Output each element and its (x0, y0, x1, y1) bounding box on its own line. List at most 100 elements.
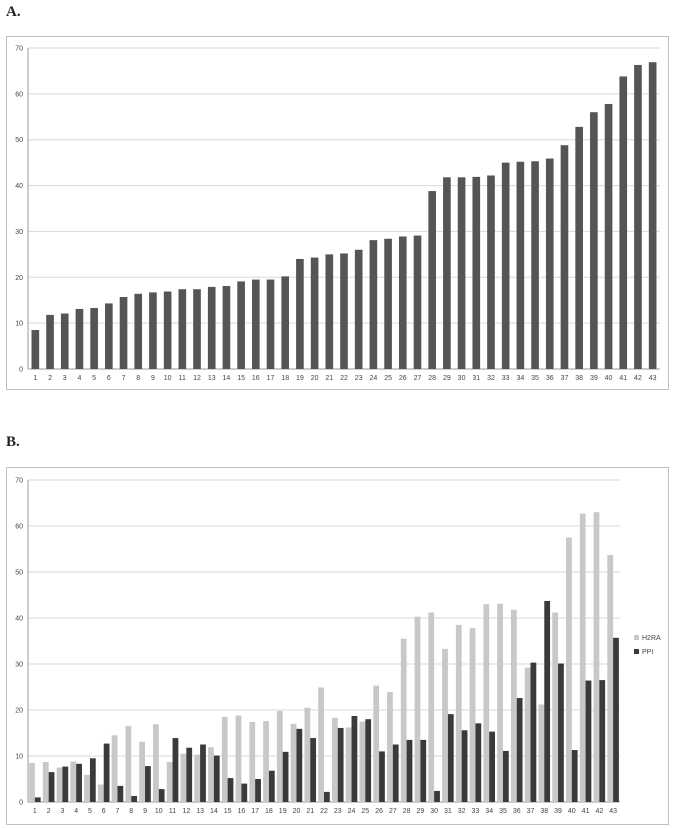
chart-b-bar-ppi-7 (117, 785, 124, 802)
chart-b-bar-ppi-30 (434, 790, 440, 802)
chart-a-xtick-label: 31 (472, 375, 480, 382)
chart-a-bar-15 (237, 281, 245, 369)
chart-b-bar-h2ra-17 (249, 721, 256, 802)
chart-a-bar-34 (516, 161, 525, 369)
chart-b-bar-ppi-36 (516, 698, 523, 802)
chart-b-bar-ppi-18 (268, 770, 275, 802)
chart-a-bar-20 (310, 257, 319, 369)
chart-b-bar-ppi-28 (406, 739, 413, 802)
chart-a-bar-40 (604, 103, 613, 370)
chart-b-bar-h2ra-41 (579, 513, 586, 802)
chart-a-bar-27 (413, 235, 422, 369)
chart-b-bar-ppi-40 (571, 750, 578, 802)
chart-a-xtick-label: 39 (590, 375, 598, 382)
chart-b-bar-h2ra-12 (180, 753, 187, 802)
chart-b-bar-h2ra-26 (373, 685, 380, 802)
chart-b-xtick-label: 20 (293, 808, 301, 815)
chart-b-bar-ppi-35 (502, 750, 509, 802)
chart-a-xtick-label: 3 (63, 375, 67, 382)
chart-b-xtick-label: 3 (60, 808, 64, 815)
chart-b-bar-ppi-11 (172, 738, 179, 802)
chart-a-xtick-label: 41 (619, 375, 627, 382)
chart-a-bar-41 (619, 76, 628, 369)
chart-a-xtick-label: 4 (77, 375, 81, 382)
chart-a-bar-36 (545, 158, 554, 369)
chart-b-bar-h2ra-31 (442, 648, 448, 802)
chart-b-bar-ppi-20 (296, 728, 303, 802)
chart-b-xtick-label: 37 (527, 808, 535, 815)
chart-a-xtick-label: 27 (414, 375, 422, 382)
chart-a-bar-14 (222, 285, 231, 369)
chart-a-xtick-label: 17 (267, 375, 275, 382)
chart-b-xtick-label: 22 (320, 808, 328, 815)
chart-b-xtick-label: 16 (237, 808, 245, 815)
chart-b-bar-h2ra-11 (166, 761, 173, 802)
chart-b-xtick-label: 35 (499, 808, 507, 815)
chart-a-xtick-label: 36 (546, 375, 554, 382)
chart-b-xtick-label: 29 (416, 808, 424, 815)
chart-b-ytick-label: 60 (15, 524, 23, 531)
chart-b-bar-ppi-1 (34, 797, 41, 802)
chart-b-bar-ppi-24 (351, 715, 358, 802)
chart-b-xtick-label: 39 (554, 808, 562, 815)
chart-b-bar-ppi-21 (310, 738, 317, 802)
chart-a-bar-2 (46, 314, 54, 369)
chart-b-xtick-label: 4 (74, 808, 78, 815)
chart-a-bar-3 (60, 313, 69, 369)
chart-a-xtick-label: 43 (649, 375, 657, 382)
chart-b-xtick-label: 34 (485, 808, 493, 815)
chart-b-ytick-label: 10 (15, 754, 23, 761)
chart-b-bar-ppi-8 (131, 796, 138, 802)
chart-a-xtick-label: 42 (634, 375, 642, 382)
chart-b-ytick-label: 40 (15, 616, 23, 623)
chart-a-bar-7 (119, 297, 128, 369)
chart-a-bar-24 (369, 240, 378, 369)
chart-b-bar-h2ra-3 (56, 767, 63, 802)
chart-a-frame: 0 10 20 30 40 50 60 70 1 2 3 4 5 6 7 8 9 10 11 12 13 14 15 16 17… (6, 36, 669, 390)
chart-b-bar-h2ra-34 (483, 604, 490, 802)
chart-a-xtick-label: 21 (325, 375, 333, 382)
chart-b-bar-ppi-39 (558, 663, 564, 802)
chart-a-xtick-label: 38 (575, 375, 583, 382)
chart-b-bar-ppi-10 (158, 789, 165, 802)
chart-a-xtick-label: 18 (281, 375, 289, 382)
chart-a-xtick-label: 9 (151, 375, 155, 382)
chart-a-bar-11 (178, 289, 187, 369)
chart-b-bar-h2ra-21 (304, 707, 311, 802)
chart-b-bar-h2ra-40 (566, 537, 572, 802)
chart-a-bar-31 (472, 176, 481, 369)
chart-a-bar-39 (590, 112, 598, 369)
chart-b-bar-ppi-16 (241, 783, 248, 802)
chart-b-bar-ppi-23 (337, 727, 344, 802)
chart-b-xtick-label: 25 (361, 808, 369, 815)
chart-b-bar-ppi-15 (227, 778, 234, 802)
chart-a-bar-17 (266, 279, 275, 369)
chart-b-bar-ppi-9 (145, 766, 151, 802)
chart-a-bar-23 (354, 249, 363, 369)
chart-b-bar-ppi-22 (324, 791, 330, 802)
chart-a-xtick-label: 5 (92, 375, 96, 382)
chart-a-bar-37 (560, 145, 569, 369)
chart-b-bar-ppi-42 (599, 680, 606, 802)
chart-b-bar-ppi-5 (89, 758, 96, 802)
chart-b-xtick-label: 19 (279, 808, 287, 815)
chart-b-xtick-label: 2 (47, 808, 51, 815)
chart-b-xtick-label: 8 (129, 808, 133, 815)
chart-b-bar-h2ra-35 (497, 603, 503, 802)
chart-a-xtick-label: 33 (502, 375, 510, 382)
chart-a-xtick-label: 30 (458, 375, 466, 382)
chart-b-ytick-label: 50 (15, 570, 23, 577)
chart-b-xtick-label: 10 (155, 808, 163, 815)
panel-b-label: B. (6, 434, 20, 450)
chart-b-bar-ppi-13 (200, 744, 206, 802)
chart-a-xtick-label: 26 (399, 375, 407, 382)
chart-b-xtick-label: 28 (403, 808, 411, 815)
chart-a-xtick-label: 19 (296, 375, 304, 382)
chart-a-xtick-label: 16 (252, 375, 260, 382)
chart-b-bar-ppi-26 (379, 751, 385, 802)
chart-b-bar-ppi-27 (392, 744, 399, 802)
chart-b-bar-h2ra-1 (29, 762, 35, 802)
chart-b-xtick-label: 18 (265, 808, 273, 815)
chart-b-bar-ppi-38 (544, 600, 551, 802)
chart-b-bar-h2ra-22 (318, 687, 324, 802)
